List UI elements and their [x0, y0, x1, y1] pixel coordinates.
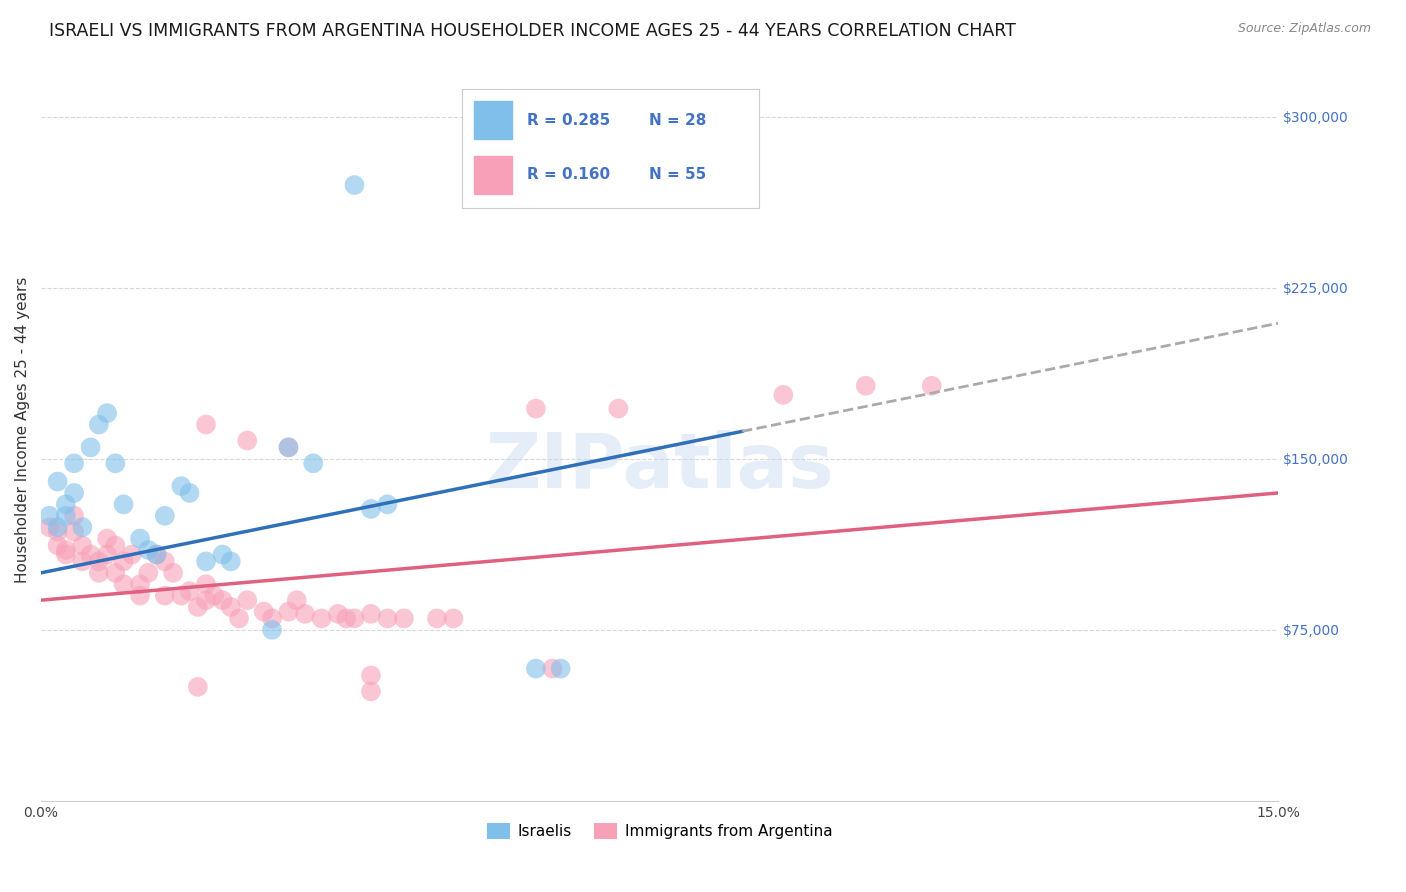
Point	[524, 178, 547, 192]
Point	[87, 566, 110, 580]
Point	[294, 607, 316, 621]
Point	[55, 497, 77, 511]
Point	[121, 548, 143, 562]
Point	[260, 623, 283, 637]
Point	[202, 589, 225, 603]
Point	[63, 524, 86, 539]
Point	[335, 611, 357, 625]
Point	[179, 584, 201, 599]
Point	[153, 508, 176, 523]
Point	[87, 554, 110, 568]
Point	[38, 520, 60, 534]
Point	[72, 520, 94, 534]
Point	[153, 589, 176, 603]
Point	[377, 611, 399, 625]
Point	[277, 441, 299, 455]
Point	[112, 554, 135, 568]
Point	[72, 538, 94, 552]
Point	[211, 593, 233, 607]
Point	[72, 554, 94, 568]
Point	[343, 178, 366, 192]
Point	[96, 548, 118, 562]
Point	[236, 434, 259, 448]
Point	[541, 662, 564, 676]
Point	[63, 456, 86, 470]
Point	[377, 497, 399, 511]
Point	[219, 554, 242, 568]
Point	[855, 378, 877, 392]
Point	[104, 538, 127, 552]
Point	[87, 417, 110, 432]
Point	[360, 502, 382, 516]
Point	[772, 388, 794, 402]
Y-axis label: Householder Income Ages 25 - 44 years: Householder Income Ages 25 - 44 years	[15, 277, 30, 583]
Point	[179, 486, 201, 500]
Text: ISRAELI VS IMMIGRANTS FROM ARGENTINA HOUSEHOLDER INCOME AGES 25 - 44 YEARS CORRE: ISRAELI VS IMMIGRANTS FROM ARGENTINA HOU…	[49, 22, 1017, 40]
Point	[443, 611, 465, 625]
Point	[79, 548, 101, 562]
Point	[392, 611, 415, 625]
Point	[360, 607, 382, 621]
Point	[136, 543, 159, 558]
Point	[170, 589, 193, 603]
Point	[260, 611, 283, 625]
Point	[550, 662, 572, 676]
Point	[129, 577, 152, 591]
Point	[219, 600, 242, 615]
Point	[46, 475, 69, 489]
Text: Source: ZipAtlas.com: Source: ZipAtlas.com	[1237, 22, 1371, 36]
Point	[104, 456, 127, 470]
Point	[360, 668, 382, 682]
Point	[46, 538, 69, 552]
Point	[195, 593, 218, 607]
Point	[79, 441, 101, 455]
Point	[277, 441, 299, 455]
Point	[129, 532, 152, 546]
Point	[524, 401, 547, 416]
Point	[96, 532, 118, 546]
Point	[55, 508, 77, 523]
Point	[228, 611, 250, 625]
Point	[311, 611, 333, 625]
Point	[326, 607, 349, 621]
Text: ZIPatlas: ZIPatlas	[485, 430, 834, 504]
Point	[153, 554, 176, 568]
Legend: Israelis, Immigrants from Argentina: Israelis, Immigrants from Argentina	[481, 817, 838, 845]
Point	[187, 680, 209, 694]
Point	[253, 605, 276, 619]
Point	[607, 401, 630, 416]
Point	[136, 566, 159, 580]
Point	[38, 508, 60, 523]
Point	[524, 662, 547, 676]
Point	[302, 456, 325, 470]
Point	[112, 577, 135, 591]
Point	[343, 611, 366, 625]
Point	[145, 548, 167, 562]
Point	[63, 486, 86, 500]
Point	[195, 554, 218, 568]
Point	[170, 479, 193, 493]
Point	[63, 508, 86, 523]
Point	[162, 566, 184, 580]
Point	[426, 611, 449, 625]
Point	[195, 577, 218, 591]
Point	[46, 520, 69, 534]
Point	[921, 378, 943, 392]
Point	[195, 417, 218, 432]
Point	[104, 566, 127, 580]
Point	[360, 684, 382, 698]
Point	[236, 593, 259, 607]
Point	[55, 543, 77, 558]
Point	[145, 548, 167, 562]
Point	[277, 605, 299, 619]
Point	[46, 524, 69, 539]
Point	[129, 589, 152, 603]
Point	[96, 406, 118, 420]
Point	[55, 548, 77, 562]
Point	[112, 497, 135, 511]
Point	[211, 548, 233, 562]
Point	[187, 600, 209, 615]
Point	[285, 593, 308, 607]
